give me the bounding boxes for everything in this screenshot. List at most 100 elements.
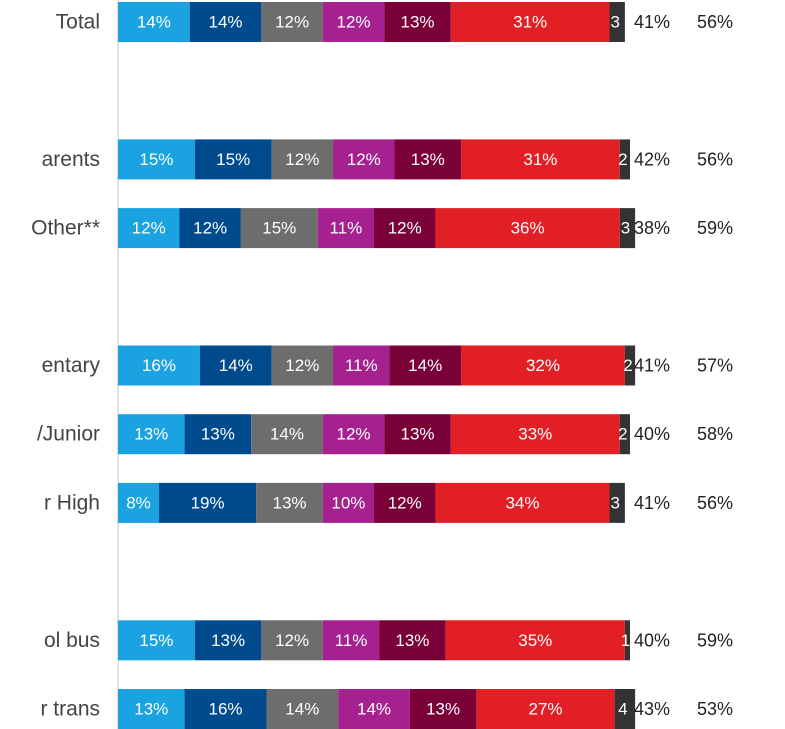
data-label: 3 [621, 219, 630, 238]
summary-label: 59% [697, 218, 733, 238]
data-label: 15% [139, 150, 173, 169]
bar-segment [450, 2, 610, 42]
bar-segment [476, 689, 615, 729]
data-label: 33% [518, 425, 552, 444]
bar-segment [619, 414, 630, 455]
data-label: 13% [134, 700, 168, 719]
summary-label: 43% [634, 699, 670, 719]
bar-segment [271, 345, 334, 386]
data-label: 13% [273, 493, 307, 512]
data-label: 3 [610, 493, 619, 512]
data-label: 13% [411, 150, 445, 169]
bar-segment [374, 208, 436, 249]
bar-segment [189, 2, 262, 42]
bar-segment [199, 345, 272, 386]
bar-segment [240, 208, 318, 249]
data-label: 13% [211, 631, 245, 650]
bar-segment [461, 139, 620, 180]
data-label: 12% [347, 150, 381, 169]
data-label: 12% [285, 356, 319, 375]
data-label: 2 [623, 356, 632, 375]
bar-segment [624, 620, 630, 661]
data-label: 15% [139, 631, 173, 650]
bar-segment [338, 689, 410, 729]
data-label: 15% [262, 219, 296, 238]
data-label: 14% [137, 13, 171, 32]
bar-segment [179, 208, 241, 249]
bar-segment [394, 139, 462, 180]
bar-segment [619, 139, 630, 180]
data-label: 12% [193, 219, 227, 238]
bar-segment [619, 208, 636, 249]
bar-segment [118, 345, 200, 386]
bar-segment [118, 414, 185, 455]
bar-segment [384, 2, 451, 42]
data-label: 19% [191, 493, 225, 512]
bar-segment [461, 345, 625, 386]
summary-label: 53% [697, 699, 733, 719]
summary-label: 40% [634, 424, 670, 444]
data-label: 12% [275, 13, 309, 32]
data-label: 13% [426, 700, 460, 719]
bar-segment [445, 620, 625, 661]
data-label: 15% [216, 150, 250, 169]
bar-segment [118, 482, 159, 523]
data-label: 14% [219, 356, 253, 375]
bar-segment [194, 620, 262, 661]
data-label: 35% [518, 631, 552, 650]
bar-segment [256, 482, 323, 523]
summary-label: 41% [634, 12, 670, 32]
bar-segment [374, 482, 436, 523]
data-label: 12% [388, 493, 422, 512]
bar-segment [322, 620, 380, 661]
bar-segment [409, 689, 477, 729]
data-label: 2 [618, 150, 627, 169]
data-label: 12% [388, 219, 422, 238]
bar-segment [379, 620, 446, 661]
summary-label: 42% [634, 149, 670, 169]
data-label: 36% [511, 219, 545, 238]
category-label: r High [44, 491, 100, 514]
category-label: entary [42, 354, 101, 377]
summary-label: 56% [697, 493, 733, 513]
bar-segment [118, 139, 195, 180]
data-label: 12% [337, 425, 371, 444]
bar-segment [322, 2, 385, 42]
bar-segment [609, 482, 625, 523]
summary-label: 58% [697, 424, 733, 444]
data-label: 1 [621, 631, 630, 650]
summary-label: 38% [634, 218, 670, 238]
data-label: 11% [335, 631, 368, 650]
data-label: 31% [513, 13, 547, 32]
summary-label: 41% [634, 356, 670, 376]
bar-segment [194, 139, 272, 180]
bar-segment [261, 2, 323, 42]
data-label: 31% [523, 150, 557, 169]
data-label: 27% [529, 700, 563, 719]
data-label: 2 [618, 425, 627, 444]
summary-label: 40% [634, 630, 670, 650]
bar-segment [271, 139, 334, 180]
data-label: 11% [329, 219, 362, 238]
bar-segment [158, 482, 257, 523]
data-label: 11% [345, 356, 378, 375]
bar-segment [435, 208, 620, 249]
data-label: 14% [270, 425, 304, 444]
bar-segment [322, 482, 374, 523]
data-label: 12% [285, 150, 319, 169]
bar-segment [266, 689, 339, 729]
bar-segment [333, 345, 390, 386]
data-label: 4 [618, 700, 627, 719]
summary-label: 57% [697, 356, 733, 376]
data-label: 14% [408, 356, 442, 375]
data-label: 13% [134, 425, 168, 444]
bar-segment [333, 139, 395, 180]
summary-label: 41% [634, 493, 670, 513]
data-label: 12% [337, 13, 371, 32]
bar-segment [118, 208, 180, 249]
summary-label: 56% [697, 149, 733, 169]
data-label: 8% [126, 493, 151, 512]
data-label: 12% [132, 219, 166, 238]
data-label: 16% [142, 356, 176, 375]
